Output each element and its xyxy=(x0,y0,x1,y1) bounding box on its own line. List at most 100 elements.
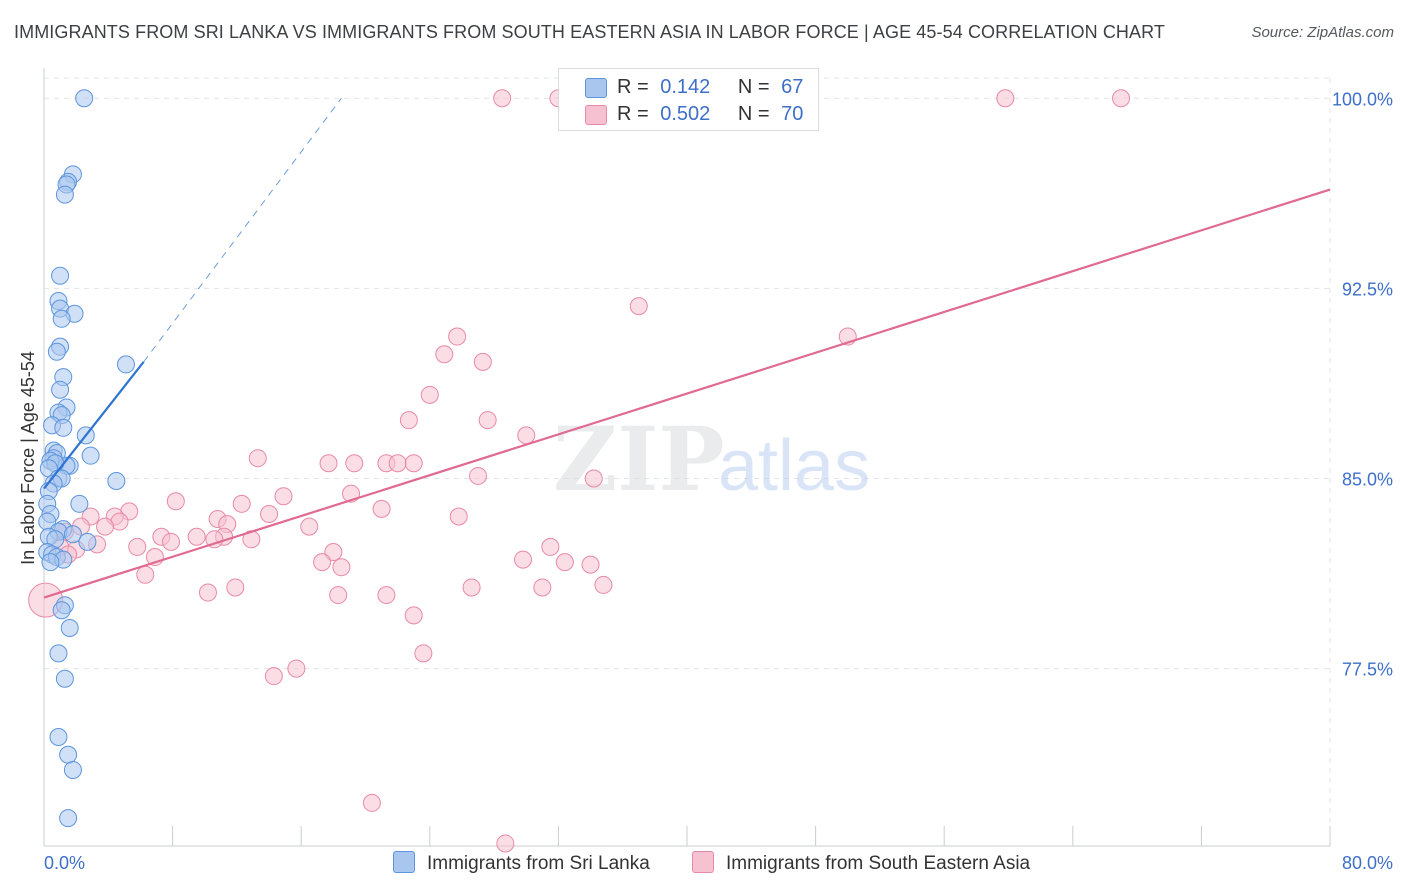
legend-r-value: 0.142 xyxy=(660,76,711,98)
data-point-sri-lanka xyxy=(63,525,82,544)
bottom-legend-label: Immigrants from Sri Lanka xyxy=(427,853,650,874)
y-tick-label: 77.5% xyxy=(1342,660,1393,680)
data-point-sri-lanka xyxy=(55,669,74,688)
bottom-legend-label: Immigrants from South Eastern Asia xyxy=(726,853,1031,874)
data-point-south-eastern-asia xyxy=(469,466,488,485)
south-eastern-asia-trend-line xyxy=(43,188,1331,599)
legend-swatch-blue xyxy=(585,78,607,98)
data-point-sri-lanka xyxy=(47,342,66,361)
y-tick-label: 85.0% xyxy=(1342,469,1393,489)
sri-lanka-trend-line xyxy=(43,361,145,490)
data-point-sri-lanka xyxy=(59,745,78,764)
data-point-south-eastern-asia xyxy=(517,426,536,445)
data-point-south-eastern-asia xyxy=(399,411,418,430)
data-point-sri-lanka xyxy=(116,355,135,374)
x-tick-label: 80.0% xyxy=(1342,853,1393,873)
watermark-atlas: atlas xyxy=(718,426,870,506)
data-point-south-eastern-asia xyxy=(541,537,560,556)
data-point-sri-lanka xyxy=(59,809,78,828)
data-point-sri-lanka xyxy=(70,494,89,513)
data-point-south-eastern-asia xyxy=(555,553,574,572)
data-point-south-eastern-asia xyxy=(362,793,381,812)
series-sri-lanka-points xyxy=(38,89,135,828)
data-point-south-eastern-asia xyxy=(478,411,497,430)
data-point-south-eastern-asia xyxy=(629,297,648,316)
y-tick-label: 92.5% xyxy=(1342,279,1393,299)
data-point-sri-lanka xyxy=(41,553,60,572)
data-point-sri-lanka xyxy=(81,446,100,465)
data-point-south-eastern-asia xyxy=(198,583,217,602)
data-point-sri-lanka xyxy=(49,644,68,663)
data-point-south-eastern-asia xyxy=(161,532,180,551)
legend-r-label: R = xyxy=(617,76,649,98)
data-point-south-eastern-asia xyxy=(435,345,454,364)
legend-n-label: N = xyxy=(737,103,770,125)
data-point-south-eastern-asia xyxy=(187,527,206,546)
data-point-south-eastern-asia xyxy=(449,507,468,526)
data-point-south-eastern-asia xyxy=(414,644,433,663)
chart-title: IMMIGRANTS FROM SRI LANKA VS IMMIGRANTS … xyxy=(14,22,1165,42)
data-point-south-eastern-asia xyxy=(313,553,332,572)
series-south-eastern-asia-points xyxy=(28,89,1131,853)
data-point-south-eastern-asia xyxy=(420,385,439,404)
data-point-sri-lanka xyxy=(51,380,70,399)
data-point-south-eastern-asia xyxy=(324,542,343,561)
legend-swatch-pink xyxy=(585,105,607,125)
data-point-south-eastern-asia xyxy=(232,494,251,513)
data-point-south-eastern-asia xyxy=(128,537,147,556)
data-point-south-eastern-asia xyxy=(1112,89,1131,108)
x-tick-label: 0.0% xyxy=(44,853,85,873)
data-point-south-eastern-asia xyxy=(514,550,533,569)
data-point-south-eastern-asia xyxy=(260,504,279,523)
data-point-south-eastern-asia xyxy=(264,667,283,686)
data-point-south-eastern-asia xyxy=(377,586,396,605)
data-point-south-eastern-asia xyxy=(136,565,155,584)
data-point-sri-lanka xyxy=(60,619,79,638)
data-point-south-eastern-asia xyxy=(594,575,613,594)
data-point-south-eastern-asia xyxy=(533,578,552,597)
legend-n-value: 70 xyxy=(781,103,804,125)
data-point-south-eastern-asia xyxy=(319,454,338,473)
data-point-sri-lanka xyxy=(51,266,70,285)
data-point-south-eastern-asia xyxy=(248,449,267,468)
data-point-south-eastern-asia xyxy=(584,469,603,488)
data-point-south-eastern-asia xyxy=(388,454,407,473)
data-point-sri-lanka xyxy=(63,760,82,779)
tick-labels: 100.0% 92.5% 85.0% 77.5% 0.0% 80.0% xyxy=(44,89,1393,873)
data-point-south-eastern-asia xyxy=(448,327,467,346)
data-point-sri-lanka xyxy=(55,185,74,204)
data-point-sri-lanka xyxy=(49,728,68,747)
data-point-south-eastern-asia xyxy=(473,352,492,371)
watermark-zip: ZIP xyxy=(553,407,725,511)
data-point-south-eastern-asia xyxy=(496,834,515,853)
data-point-south-eastern-asia xyxy=(300,517,319,536)
legend-n-label: N = xyxy=(737,76,770,98)
bottom-legend-sri-lanka: Immigrants from Sri Lanka xyxy=(393,851,650,875)
bottom-legend-south-eastern-asia: Immigrants from South Eastern Asia xyxy=(692,851,1030,875)
data-point-south-eastern-asia xyxy=(345,454,364,473)
data-point-sri-lanka xyxy=(52,309,71,328)
legend-r-value: 0.502 xyxy=(660,103,711,125)
data-point-sri-lanka xyxy=(54,418,73,437)
legend-n-value: 67 xyxy=(781,76,804,98)
data-point-south-eastern-asia xyxy=(226,578,245,597)
sri-lanka-trend-extension xyxy=(143,97,342,363)
data-point-south-eastern-asia xyxy=(404,606,423,625)
data-point-sri-lanka xyxy=(107,472,126,491)
data-point-sri-lanka xyxy=(78,532,97,551)
source-credit: Source: ZipAtlas.com xyxy=(1251,24,1394,41)
data-point-south-eastern-asia xyxy=(404,454,423,473)
bottom-legend-swatch-blue xyxy=(393,851,415,873)
y-axis-label: In Labor Force | Age 45-54 xyxy=(18,351,38,565)
data-point-south-eastern-asia xyxy=(372,499,391,518)
data-point-south-eastern-asia xyxy=(287,659,306,678)
data-point-south-eastern-asia xyxy=(205,530,224,549)
data-point-south-eastern-asia xyxy=(96,517,115,536)
bottom-legend-swatch-pink xyxy=(692,851,714,873)
correlation-legend: R = 0.142 N = 67 R = 0.502 N = 70 xyxy=(558,68,819,131)
y-tick-label: 100.0% xyxy=(1332,89,1393,109)
data-point-south-eastern-asia xyxy=(166,492,185,511)
data-point-south-eastern-asia xyxy=(996,89,1015,108)
trend-lines xyxy=(43,97,1331,599)
